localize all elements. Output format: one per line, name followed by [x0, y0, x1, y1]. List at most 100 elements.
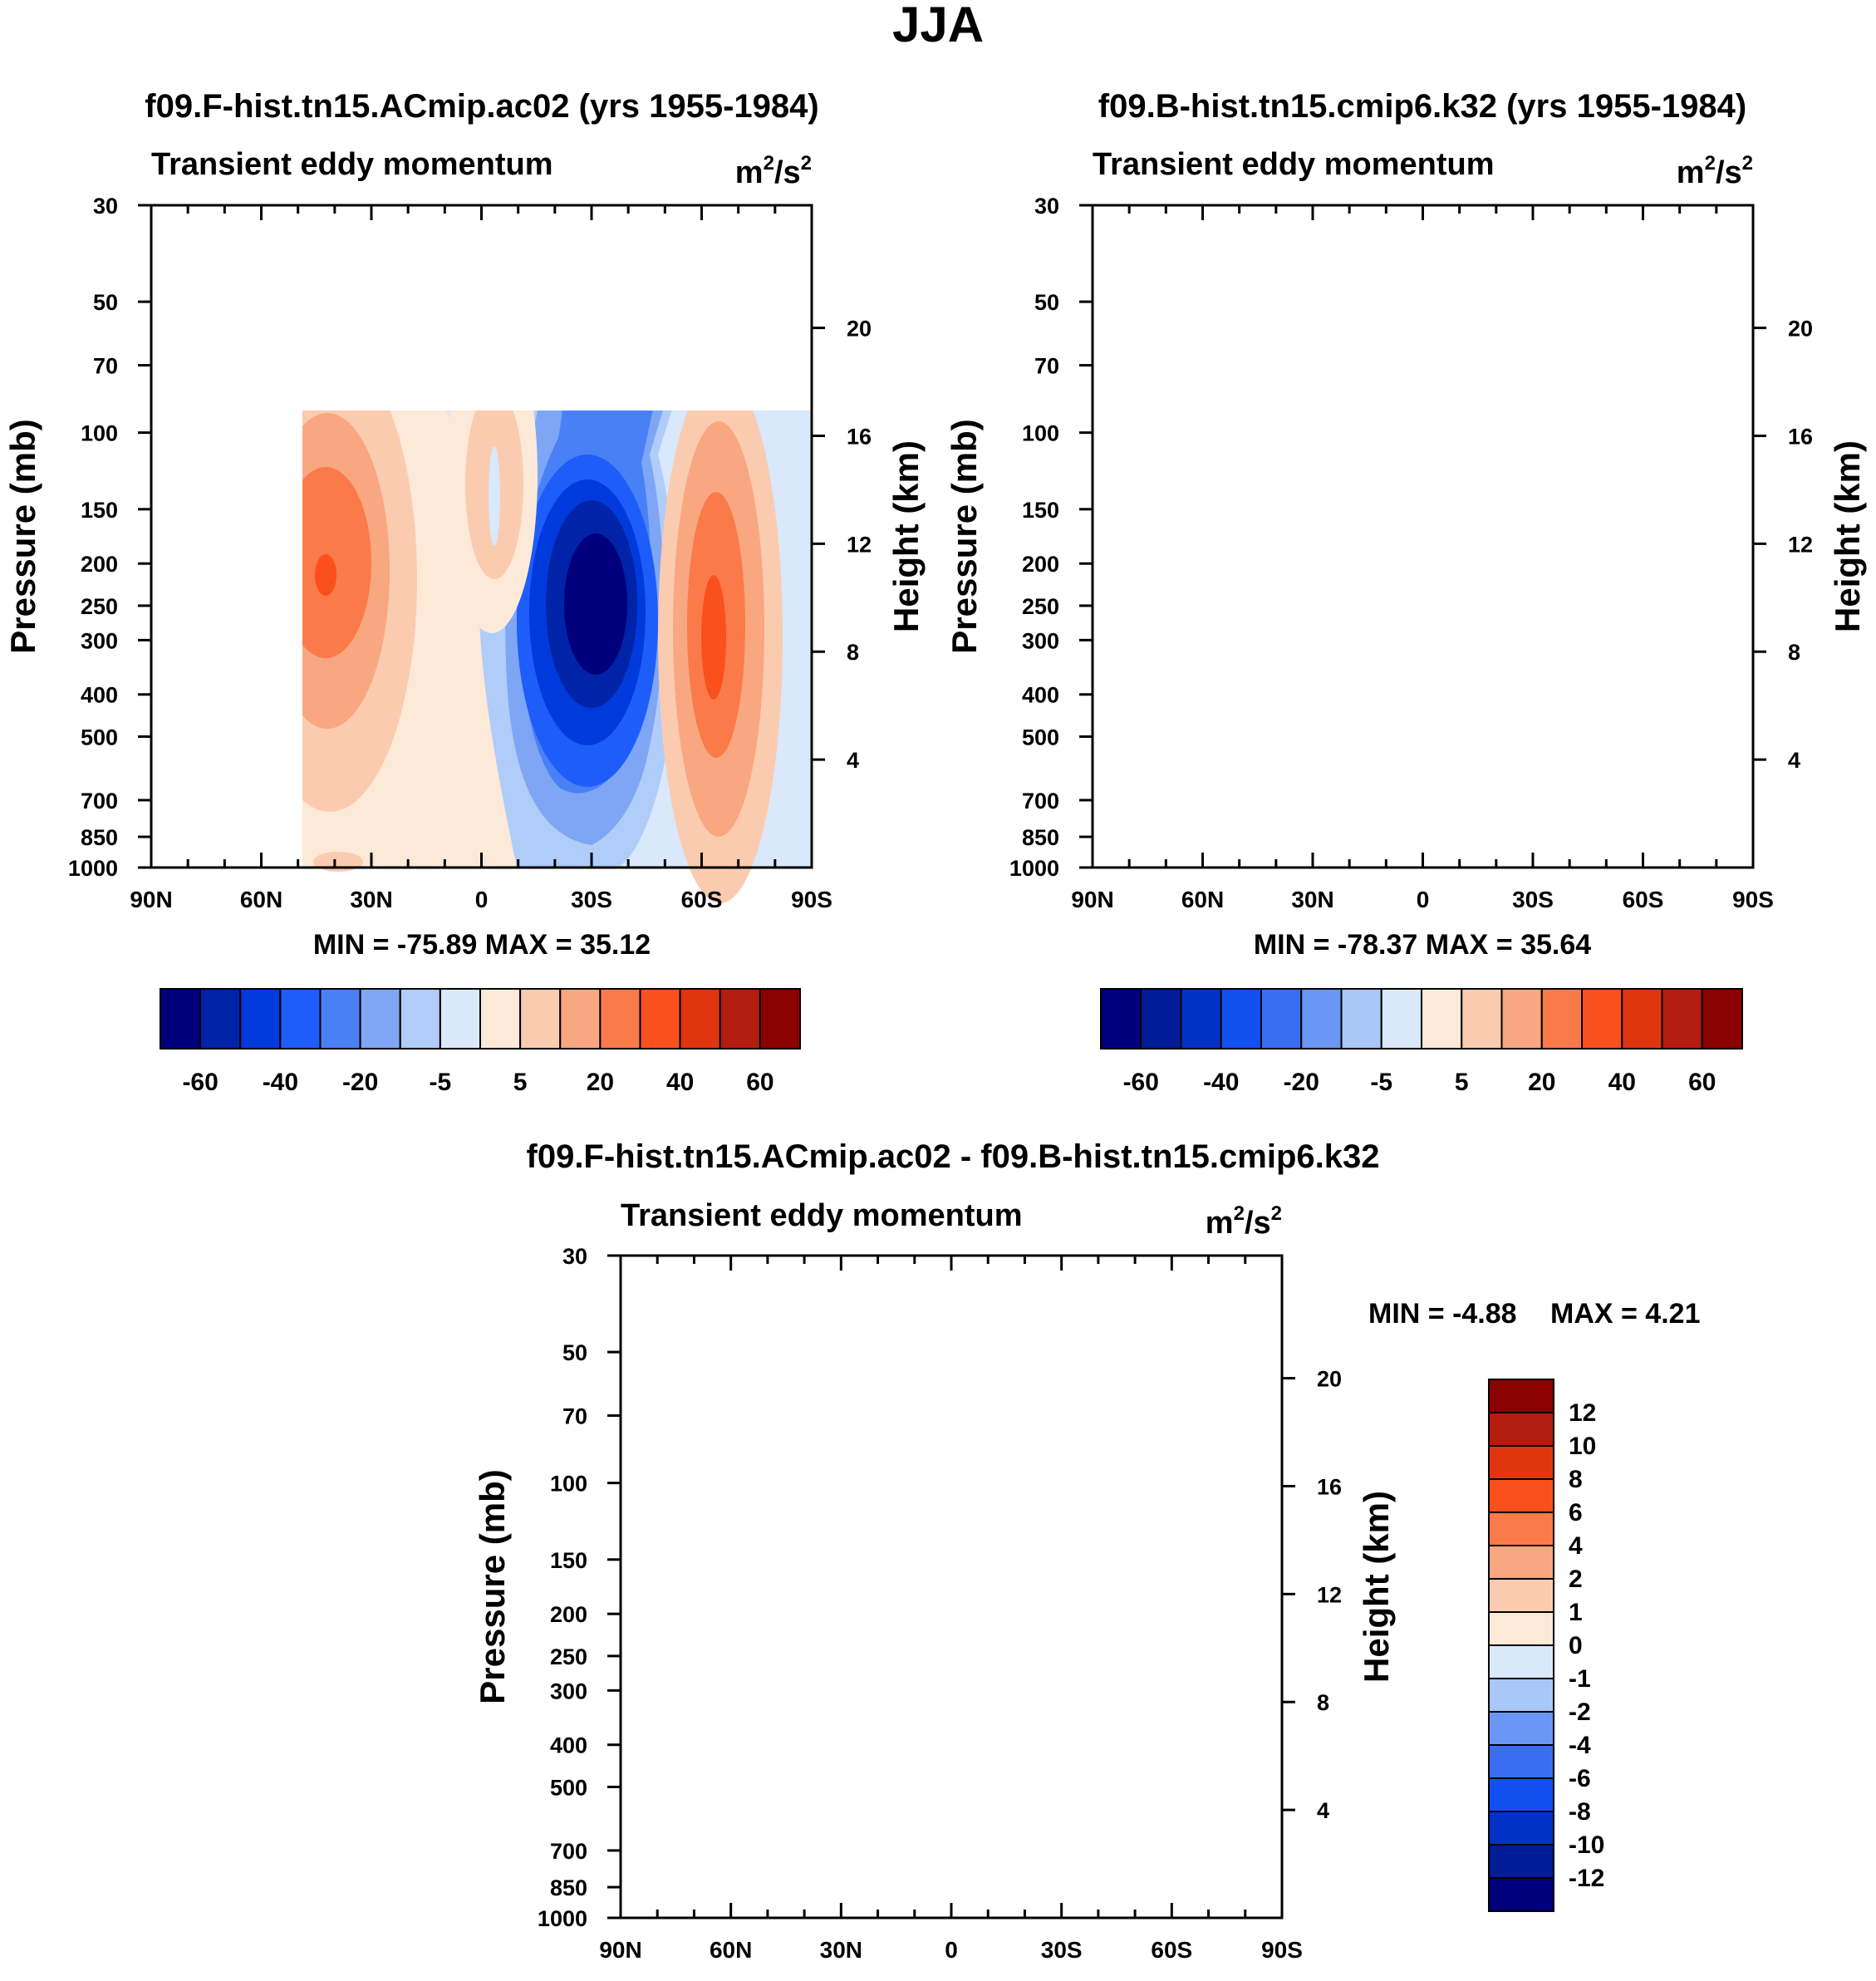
panel-1-colorbar-box — [719, 988, 761, 1049]
panel-2-y-tick-label: 1000 — [1009, 856, 1059, 881]
panel-3-colorbar-box — [1488, 1445, 1554, 1480]
panel-2-y-tick-label: 50 — [1034, 290, 1059, 315]
panel-2-height-tick-label: 4 — [1788, 748, 1800, 773]
panel-2-neg-level-9 — [1501, 529, 1568, 679]
panel-2-y-tick-label: 70 — [1034, 354, 1059, 379]
panel-3-height-tick-label: 4 — [1317, 1798, 1329, 1823]
panel-2-colorbar-box — [1461, 988, 1503, 1049]
panel-1-y-tick-label: 50 — [93, 290, 118, 315]
panel-1-y-tick-label: 30 — [93, 194, 118, 219]
panel-3-y-axis-title-right: Height (km) — [1357, 1491, 1396, 1683]
panel-1-y-axis-title-right: Height (km) — [886, 440, 926, 632]
panel-1-x-tick-label: 0 — [475, 887, 489, 912]
panel-1-colorbar-box — [160, 988, 202, 1049]
panel-2-colorbar-box — [1180, 988, 1222, 1049]
panel-2-eq-pos-2 — [1407, 388, 1465, 579]
panel-2-neg-level-8 — [1484, 496, 1579, 712]
panel-3-height-tick-label: 8 — [1317, 1690, 1329, 1715]
panel-3-x-tick-label: 90S — [1261, 1937, 1303, 1963]
panel-2-shpos-level-1 — [1603, 371, 1728, 903]
panel-3-contour-field — [621, 1256, 1282, 1918]
panel-3-x-tick-label: 30N — [820, 1937, 862, 1963]
panel-1-eq-pos-3 — [489, 446, 500, 546]
panel-2-x-tick-label: 60S — [1623, 887, 1664, 912]
panel-3-colorbar-box — [1488, 1644, 1554, 1679]
panel-2-colorbar-box — [1661, 988, 1703, 1049]
panel-2-shpos-level-4 — [1648, 567, 1672, 691]
panel-3-height-tick-label: 12 — [1317, 1582, 1342, 1607]
panel-2-colorbar-box — [1380, 988, 1422, 1049]
panel-2-y-tick-label: 150 — [1022, 498, 1059, 523]
panel-2-pos-level-3 — [1205, 409, 1329, 733]
panel-3-height-tick-label: 16 — [1317, 1474, 1342, 1499]
panel-2-colorbar-label: 20 — [1528, 1069, 1555, 1096]
panel-3-height-tick-label: 20 — [1317, 1367, 1342, 1392]
panel-2-pos-level-1 — [1147, 297, 1412, 845]
panel-2-height-tick-label: 8 — [1788, 640, 1800, 665]
panel-3-colorbar-label: -2 — [1569, 1698, 1591, 1726]
panel-1-y-tick-label: 400 — [81, 683, 118, 708]
panel-2-colorbar-label: 60 — [1688, 1069, 1716, 1096]
panel-3-x-tick-label: 0 — [945, 1937, 958, 1963]
panel-3-colorbar-box — [1488, 1611, 1554, 1646]
panel-2-neg-level-1 — [1421, 205, 1674, 868]
panel-1-y-tick-label: 850 — [81, 825, 118, 850]
panel-2-x-tick-label: 30S — [1512, 887, 1554, 912]
panel-1-colorbar-box — [479, 988, 522, 1049]
panel-1-stats: MIN = -75.89 MAX = 35.12 — [313, 929, 651, 961]
panel-3-colorbar-label: -4 — [1569, 1732, 1591, 1759]
panel-3-plot-frame — [619, 1254, 1284, 1920]
panel-2-title: f09.B-hist.tn15.cmip6.k32 (yrs 1955-1984… — [1098, 88, 1746, 125]
panel-3-pos-spot-1 — [929, 1320, 958, 1393]
panel-3-colorbar-label: 2 — [1569, 1566, 1583, 1593]
panel-1-shpos-level-4 — [701, 575, 726, 700]
panel-2-band-light-blue — [1312, 205, 1753, 868]
panel-2-nh-neg-spot — [1166, 556, 1202, 702]
panel-3-neg-region-1 — [621, 1256, 783, 1918]
panel-3-x-tick-label: 90N — [599, 1937, 641, 1963]
panel-2-colorbar: -60 -40 -20 -5 5 20 40 60 — [1100, 988, 1743, 1096]
panel-1-band-light-blue-3 — [184, 393, 268, 868]
panel-1-y-tick-label: 150 — [81, 498, 118, 523]
panel-2-colorbar-label: -60 — [1123, 1069, 1159, 1096]
panel-1-colorbar-label: 5 — [513, 1069, 528, 1096]
panel-3-colorbar-label: -8 — [1569, 1798, 1591, 1826]
panel-2-colorbar-label: 40 — [1608, 1069, 1636, 1096]
panel-1-colorbar-label: 60 — [746, 1069, 773, 1096]
panel-3-neg-region-3 — [1152, 1256, 1252, 1918]
panel-3-colorbar-box — [1488, 1744, 1554, 1779]
panel-1-title: f09.F-hist.tn15.ACmip.ac02 (yrs 1955-198… — [145, 88, 818, 125]
panel-2-colorbar-label: 5 — [1455, 1069, 1469, 1096]
panel-1-colorbar-box — [679, 988, 721, 1049]
panel-3-colorbar-box — [1488, 1877, 1554, 1912]
panel-1-colorbar-box — [239, 988, 282, 1049]
panel-2-neg-level-2 — [1446, 205, 1657, 845]
panel-1-height-tick-label: 8 — [847, 640, 859, 665]
panel-1-y-tick-label: 250 — [81, 594, 118, 619]
panel-1-colorbar: -60 -40 -20 -5 5 20 40 60 — [160, 988, 801, 1096]
panel-2-y-tick-label: 400 — [1022, 683, 1059, 708]
panel-3-neg-region-2 — [852, 1256, 1086, 1918]
panel-1-height-tick-label: 16 — [847, 424, 872, 449]
panel-2-height-tick-label: 20 — [1788, 317, 1813, 342]
panel-1-x-tick-label: 90N — [130, 887, 172, 912]
panel-2-contour-field — [1093, 205, 1753, 903]
panel-1-variable-label: Transient eddy momentum — [151, 147, 553, 182]
panel-2-x-tick-label: 90S — [1732, 887, 1774, 912]
panel-3-colorbar-label: 6 — [1569, 1499, 1583, 1526]
panel-2-height-tick-label: 12 — [1788, 532, 1813, 557]
panel-3-colorbar-label: -10 — [1569, 1831, 1604, 1859]
panel-2-band-light-blue-2 — [1093, 571, 1134, 868]
panel-2-axis-ticks: 90N 60N 30N 0 30S 60S 90S 30 50 70 100 150 200 250 300… — [945, 194, 1867, 912]
panel-2-y-tick-label: 850 — [1022, 825, 1059, 850]
panel-3-pos-region-1 — [962, 1473, 1163, 1754]
panel-3-colorbar-label: -6 — [1569, 1765, 1591, 1792]
panel-1-pos-level-4 — [302, 467, 371, 658]
panel-3-stats-min: MIN = -4.88 — [1368, 1298, 1517, 1330]
panel-3-x-tick-label: 60S — [1151, 1937, 1192, 1963]
panel-2-shpos-level-3 — [1633, 492, 1691, 758]
panel-2-neg-level-6 — [1451, 446, 1601, 795]
panel-3-x-tick-label: 30S — [1041, 1937, 1083, 1963]
panel-3-y-tick-label: 50 — [562, 1340, 587, 1365]
